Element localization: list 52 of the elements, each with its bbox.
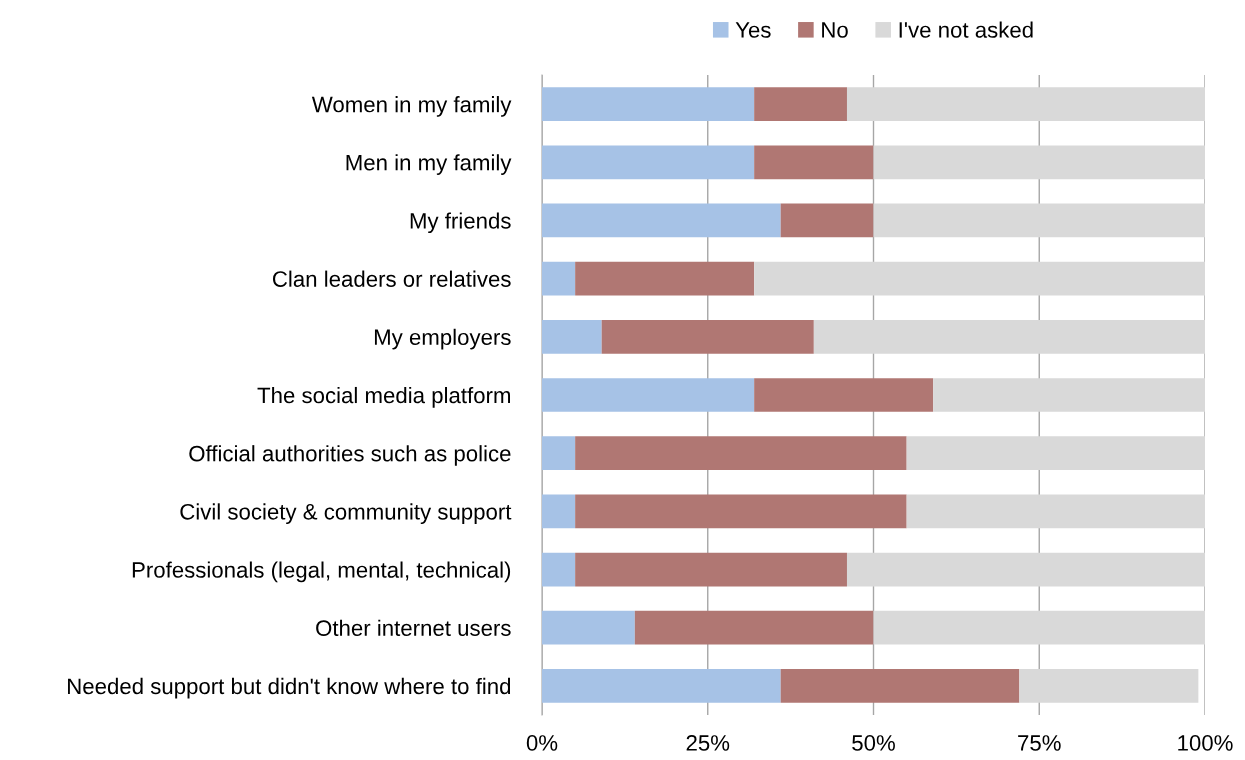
bar	[873, 145, 1205, 180]
bar	[542, 203, 781, 238]
bar	[813, 319, 1205, 354]
x-tick-label: 25%	[686, 735, 730, 751]
bar	[754, 261, 1205, 296]
y-tick-label: The social media platform	[257, 386, 510, 408]
legend-label: I've not asked	[899, 21, 1033, 38]
bar	[634, 610, 874, 645]
bar	[542, 145, 755, 180]
bar	[542, 552, 576, 587]
x-tick-label: 75%	[1018, 735, 1061, 751]
bar	[575, 494, 907, 529]
y-tick-label: Needed support but didn't know where to find	[68, 677, 511, 699]
y-tick-label: Men in my family	[346, 154, 512, 175]
y-tick-label: Other internet users	[316, 619, 511, 636]
bar	[754, 378, 934, 412]
bar	[542, 610, 635, 645]
bar	[542, 261, 576, 296]
bar	[780, 669, 1020, 703]
legend-label: No	[822, 22, 848, 38]
bar	[754, 87, 847, 121]
y-tick-label: Women in my family	[311, 96, 512, 117]
bar	[873, 203, 1205, 238]
bar	[542, 436, 576, 471]
bar	[906, 494, 1205, 529]
bar	[873, 610, 1205, 645]
bar	[846, 552, 1205, 587]
bar	[846, 87, 1205, 121]
bar	[575, 261, 755, 296]
bar	[906, 436, 1205, 471]
y-tick-label: Professionals (legal, mental, technical)	[132, 561, 511, 583]
x-tick-label: 50%	[852, 735, 895, 751]
bar	[1019, 669, 1199, 703]
bar	[933, 378, 1205, 412]
legend-label: Yes	[735, 22, 771, 38]
y-tick-label: Official authorities such as police	[189, 445, 511, 466]
bar	[542, 494, 576, 529]
y-tick-label: My employers	[374, 328, 511, 350]
bar	[542, 319, 602, 354]
bar	[542, 87, 755, 121]
y-tick-label: My friends	[410, 212, 511, 234]
x-tick-label: 0%	[526, 735, 558, 751]
bar	[542, 669, 781, 703]
bar	[601, 319, 814, 354]
bar	[575, 552, 847, 587]
bar	[754, 145, 874, 180]
bar	[575, 436, 907, 471]
y-tick-label: Civil society & community support	[180, 503, 512, 525]
bar	[780, 203, 874, 238]
x-tick-label: 100%	[1178, 735, 1233, 751]
y-tick-label: Clan leaders or relatives	[272, 270, 511, 287]
bar	[542, 378, 755, 412]
